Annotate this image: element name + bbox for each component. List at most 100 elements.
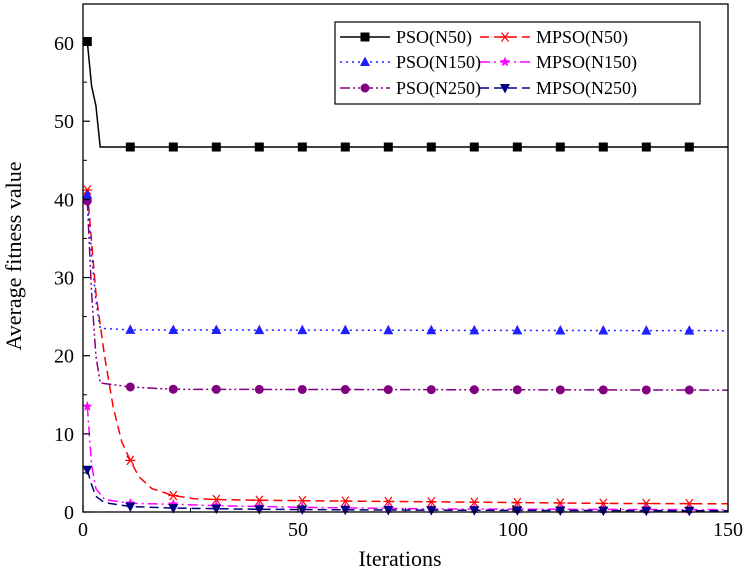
legend-entry: PSO(N250) xyxy=(340,78,481,99)
data-point xyxy=(555,385,565,395)
data-point xyxy=(684,142,694,152)
data-point xyxy=(469,506,480,516)
legend-marker xyxy=(360,56,370,66)
data-point xyxy=(426,324,437,335)
data-point xyxy=(512,385,522,395)
y-tick-label: 50 xyxy=(54,111,74,133)
data-point xyxy=(82,465,93,476)
legend-box xyxy=(334,21,701,105)
series-pso-n150 xyxy=(82,189,729,335)
data-point xyxy=(340,385,350,395)
data-point xyxy=(512,506,523,516)
data-point xyxy=(125,455,136,466)
data-point xyxy=(168,324,179,334)
data-point xyxy=(598,385,608,395)
data-point xyxy=(598,325,609,335)
data-point xyxy=(426,506,437,516)
legend-entry: MPSO(N250) xyxy=(480,78,637,99)
y-tick-label: 20 xyxy=(54,346,74,368)
data-point xyxy=(297,505,308,516)
series-line xyxy=(86,406,729,511)
data-point xyxy=(555,506,566,517)
legend-label: MPSO(N150) xyxy=(536,52,637,73)
series-pso-n250 xyxy=(82,196,729,395)
data-point xyxy=(254,142,264,152)
series-pso-n50 xyxy=(82,37,728,152)
data-point xyxy=(340,505,351,516)
data-point xyxy=(641,385,651,395)
x-tick-label: 0 xyxy=(78,519,88,541)
data-point xyxy=(125,142,135,152)
data-point xyxy=(340,324,351,335)
data-point xyxy=(82,189,93,199)
plot-area xyxy=(82,37,729,517)
data-point xyxy=(168,498,179,509)
data-point xyxy=(168,384,178,394)
legend-entry: MPSO(N150) xyxy=(480,52,637,73)
data-point xyxy=(469,385,479,395)
data-point xyxy=(383,496,394,507)
legend-label: PSO(N50) xyxy=(396,27,472,48)
legend-marker xyxy=(500,32,510,42)
data-point xyxy=(469,324,480,335)
data-point xyxy=(211,384,221,394)
data-point xyxy=(383,142,393,152)
data-point xyxy=(684,325,695,335)
data-point xyxy=(297,324,308,335)
data-point xyxy=(598,142,608,152)
legend-label: PSO(N250) xyxy=(396,78,481,99)
legend-marker xyxy=(360,32,370,42)
data-point xyxy=(297,142,307,152)
legend-marker xyxy=(499,56,511,67)
y-tick-label: 40 xyxy=(54,189,74,211)
data-point xyxy=(641,325,652,335)
data-point xyxy=(512,324,523,335)
series-line xyxy=(86,189,729,505)
data-point xyxy=(641,498,652,509)
y-tick-label: 30 xyxy=(54,268,74,290)
data-point xyxy=(383,385,393,395)
y-axis-label: Average fitness value xyxy=(1,162,26,351)
legend-label: PSO(N150) xyxy=(396,52,481,73)
legend-entry: MPSO(N50) xyxy=(480,27,628,48)
x-axis-label: Iterations xyxy=(358,546,441,571)
series-mpso-n50 xyxy=(82,185,729,509)
data-point xyxy=(641,142,651,152)
data-point xyxy=(469,142,479,152)
data-point xyxy=(211,504,222,515)
data-point xyxy=(555,498,566,508)
data-point xyxy=(254,495,265,506)
data-point xyxy=(684,385,694,395)
data-point xyxy=(426,142,436,152)
axes: 0 50 100 150 0 10 20 30 40 50 60 xyxy=(54,3,743,541)
data-point xyxy=(426,496,437,507)
series-line xyxy=(86,200,729,391)
legend: PSO(N50) PSO(N150) PSO(N250) MPSO(N50) MPSO(… xyxy=(334,21,701,105)
data-point xyxy=(125,324,136,334)
data-point xyxy=(555,324,566,335)
data-point xyxy=(512,497,523,508)
legend-entry: PSO(N150) xyxy=(340,52,481,73)
data-point xyxy=(598,498,609,509)
data-point xyxy=(82,401,93,411)
data-point xyxy=(297,495,308,506)
data-point xyxy=(125,382,135,392)
data-point xyxy=(598,506,609,517)
data-point xyxy=(512,142,522,152)
data-point xyxy=(684,498,695,509)
data-point xyxy=(211,142,221,152)
data-point xyxy=(469,497,480,508)
data-point xyxy=(254,324,265,335)
legend-marker xyxy=(500,84,510,94)
data-point xyxy=(254,505,265,515)
y-tick-label: 10 xyxy=(54,424,74,446)
x-tick-label: 150 xyxy=(713,519,743,541)
series-line xyxy=(86,469,729,512)
legend-label: MPSO(N50) xyxy=(536,27,628,48)
data-point xyxy=(555,142,565,152)
data-point xyxy=(254,384,264,394)
legend-entry: PSO(N50) xyxy=(340,27,472,48)
series-line xyxy=(86,41,728,148)
data-point xyxy=(168,490,179,501)
